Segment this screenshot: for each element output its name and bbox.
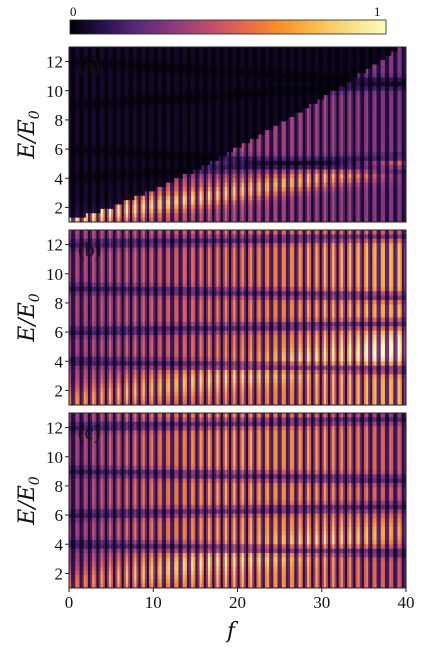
y-tick-label: 12 — [46, 53, 63, 72]
y-axis-label: E/E0 — [15, 110, 43, 160]
y-tick-label: 8 — [55, 294, 64, 313]
y-tick-label: 12 — [46, 236, 63, 255]
x-axis-label: f — [225, 619, 239, 644]
x-tick-label: 40 — [398, 593, 415, 612]
y-tick-label: 12 — [46, 419, 63, 438]
panels: 2 4 6 8 10 12 E/E0 (a) 2 4 6 8 10 12 E/E0 (b) 2 4 6 8 10 12 E/… — [15, 46, 407, 589]
panel-b: 2 4 6 8 10 12 E/E0 (b) — [15, 229, 407, 406]
colorbar: 0 1 — [69, 4, 387, 35]
panel-label-a: (a) — [78, 56, 100, 78]
y-tick-label: 8 — [55, 111, 64, 130]
x-tick-label: 0 — [65, 593, 74, 612]
panel-c: 2 4 6 8 10 12 E/E0 (c) — [15, 412, 407, 589]
colorbar-gradient — [69, 19, 387, 35]
y-tick-label: 6 — [55, 140, 64, 159]
y-tick-label: 4 — [55, 352, 64, 371]
x-axis: 0 10 20 30 40 — [65, 588, 415, 612]
x-tick-label: 30 — [313, 593, 330, 612]
panel-frame — [68, 229, 407, 406]
y-tick-label: 6 — [55, 323, 64, 342]
y-tick-label: 6 — [55, 506, 64, 525]
y-tick-label: 10 — [46, 82, 63, 101]
colorbar-min-label: 0 — [70, 4, 77, 19]
y-tick-label: 2 — [55, 564, 64, 583]
heatmap-b — [69, 230, 407, 406]
x-tick-label: 20 — [229, 593, 246, 612]
y-axis-label: E/E0 — [15, 293, 43, 343]
panel-label-c: (c) — [78, 422, 100, 444]
panel-frame — [68, 46, 407, 223]
y-axis-label: E/E0 — [15, 476, 43, 526]
y-tick-label: 10 — [46, 448, 63, 467]
y-tick-label: 2 — [55, 198, 64, 217]
heatmap-a — [69, 47, 407, 223]
y-tick-label: 4 — [55, 169, 64, 188]
panel-a: 2 4 6 8 10 12 E/E0 (a) — [15, 46, 407, 223]
colorbar-max-label: 1 — [374, 4, 381, 19]
y-tick-label: 8 — [55, 477, 64, 496]
y-tick-label: 4 — [55, 535, 64, 554]
heatmap-c — [69, 413, 407, 589]
y-tick-label: 2 — [55, 381, 64, 400]
x-tick-label: 10 — [145, 593, 162, 612]
panel-label-b: (b) — [78, 239, 101, 261]
y-tick-label: 10 — [46, 265, 63, 284]
